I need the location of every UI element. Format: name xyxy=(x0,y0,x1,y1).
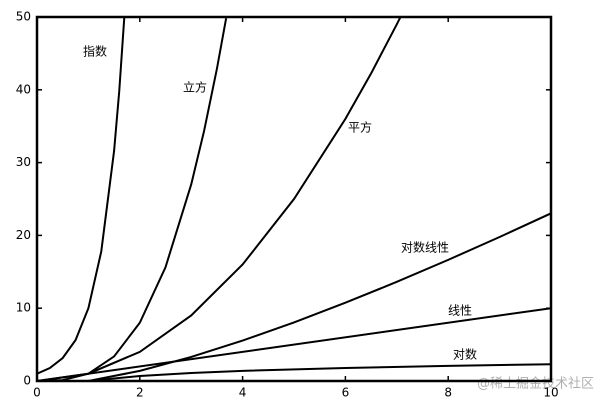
line xyxy=(88,212,551,381)
x-tick-label: 2 xyxy=(136,386,144,400)
y-tick-label: 40 xyxy=(16,82,31,96)
y-tick-label: 50 xyxy=(16,10,31,24)
line xyxy=(37,17,228,381)
line xyxy=(37,17,402,381)
y-tick-label: 0 xyxy=(23,374,31,388)
series-label: 对数线性 xyxy=(401,240,449,255)
x-tick-label: 0 xyxy=(33,386,41,400)
series-label: 线性 xyxy=(448,304,472,318)
line xyxy=(37,307,551,381)
line xyxy=(37,17,126,375)
x-tick-label: 10 xyxy=(543,386,558,400)
x-tick-label: 6 xyxy=(342,386,350,400)
plot-frame xyxy=(35,15,553,383)
watermark: @稀土掘金技术社区 xyxy=(477,376,594,392)
series-label: 指数 xyxy=(83,44,107,59)
y-tick-label: 20 xyxy=(16,228,31,242)
y-tick-label: 30 xyxy=(16,155,31,169)
plot-area xyxy=(37,17,551,381)
x-tick-label: 8 xyxy=(444,386,452,400)
series-label: 立方 xyxy=(183,80,207,95)
y-tick-label: 10 xyxy=(16,301,31,315)
x-tick-label: 4 xyxy=(239,386,247,400)
series-label: 对数 xyxy=(453,347,477,362)
series-label: 平方 xyxy=(348,120,372,135)
line xyxy=(88,363,551,381)
